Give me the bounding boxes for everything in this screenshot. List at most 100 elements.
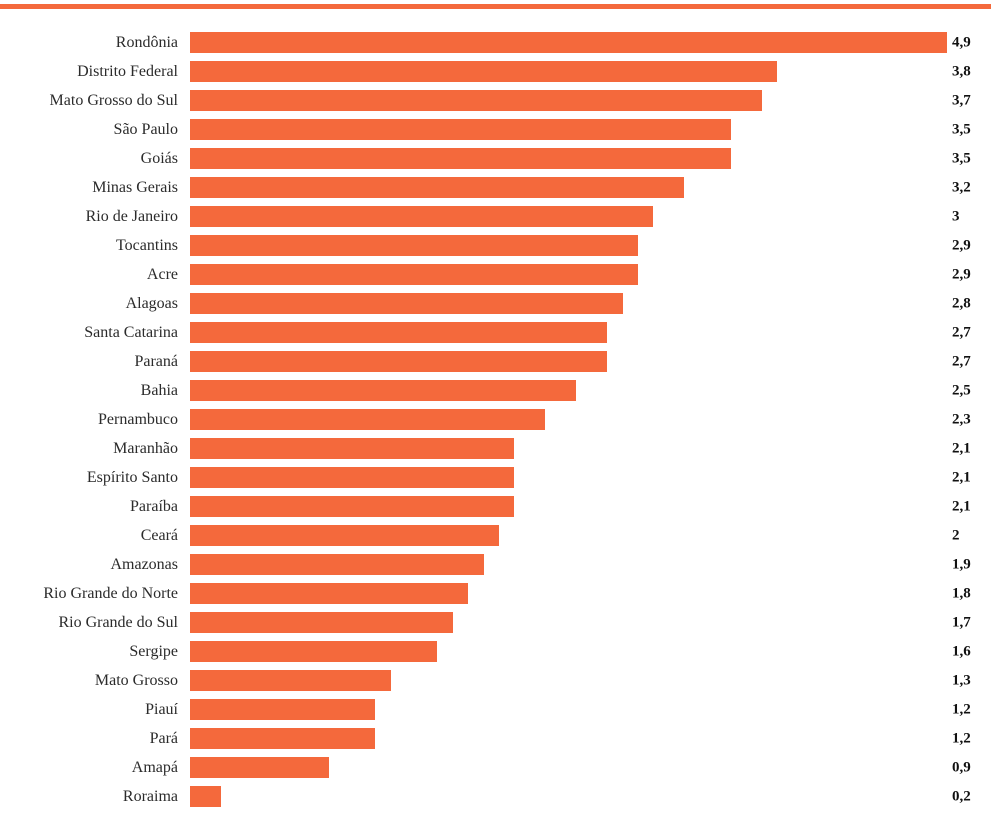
bar: 1,8 (190, 583, 971, 604)
category-label: Rio Grande do Norte (43, 584, 178, 602)
bar: 3,7 (190, 90, 971, 111)
category-label: Sergipe (129, 642, 178, 660)
value-label: 2,5 (952, 382, 971, 398)
value-label: 3,5 (952, 121, 971, 137)
category-label: Espírito Santo (86, 468, 178, 486)
bar-track: 0,9 (190, 757, 971, 778)
bar-track: 1,2 (190, 699, 971, 720)
bar-track: 1,6 (190, 641, 971, 662)
category-label: Roraima (122, 787, 178, 805)
category-label: Ceará (140, 526, 178, 544)
bar-row: Minas Gerais 3,2 (0, 173, 991, 202)
bar-row: Amapá 0,9 (0, 753, 991, 782)
bar-track: 1,7 (190, 612, 971, 633)
value-label: 4,9 (952, 34, 971, 50)
category-label: Mato Grosso do Sul (49, 91, 178, 109)
bar-track: 1,9 (190, 554, 971, 575)
bar-track: 3,5 (190, 119, 971, 140)
bar-track: 1,2 (190, 728, 971, 749)
bar: 1,9 (190, 554, 971, 575)
bar: 0,2 (190, 786, 971, 807)
bar-track: 2,1 (190, 438, 971, 459)
bar-track: 3,2 (190, 177, 971, 198)
bar-track: 3,7 (190, 90, 971, 111)
bar-track: 2,9 (190, 264, 971, 285)
bar: 3,5 (190, 148, 971, 169)
bar-row: Rio Grande do Norte 1,8 (0, 579, 991, 608)
bar: 2,7 (190, 351, 971, 372)
value-label: 3,5 (952, 150, 971, 166)
value-label: 3,8 (952, 63, 971, 79)
bar: 2 (190, 525, 960, 546)
bar: 0,9 (190, 757, 971, 778)
category-label: Minas Gerais (92, 178, 178, 196)
value-label: 1,9 (952, 556, 971, 572)
bar-row: Ceará 2 (0, 521, 991, 550)
bar-row: Amazonas 1,9 (0, 550, 991, 579)
bar-row: Paraná 2,7 (0, 347, 991, 376)
bar-row: Rio Grande do Sul 1,7 (0, 608, 991, 637)
bar-row: Sergipe 1,6 (0, 637, 991, 666)
bar: 3,8 (190, 61, 971, 82)
category-label: Alagoas (125, 294, 178, 312)
bar-track: 2,5 (190, 380, 971, 401)
category-label: Amazonas (110, 555, 178, 573)
category-label: Bahia (140, 381, 178, 399)
bar-row: Rio de Janeiro 3 (0, 202, 991, 231)
category-label: Santa Catarina (84, 323, 178, 341)
category-label: Rio de Janeiro (85, 207, 178, 225)
bar-row: Distrito Federal 3,8 (0, 57, 991, 86)
bar-row: Bahia 2,5 (0, 376, 991, 405)
value-label: 3,7 (952, 92, 971, 108)
bar-row: São Paulo 3,5 (0, 115, 991, 144)
bar-row: Espírito Santo 2,1 (0, 463, 991, 492)
value-label: 0,9 (952, 759, 971, 775)
bar: 2,5 (190, 380, 971, 401)
value-label: 1,6 (952, 643, 971, 659)
category-label: Goiás (140, 149, 178, 167)
category-label: Paraíba (130, 497, 178, 515)
value-label: 2,3 (952, 411, 971, 427)
bar-row: Pernambuco 2,3 (0, 405, 991, 434)
bar-row: Roraima 0,2 (0, 782, 991, 811)
category-label: Piauí (145, 700, 178, 718)
bar: 4,9 (190, 32, 971, 53)
bar-track: 3 (190, 206, 960, 227)
bar-track: 2 (190, 525, 960, 546)
category-label: Pernambuco (98, 410, 178, 428)
bar-track: 1,3 (190, 670, 971, 691)
bar-row: Mato Grosso do Sul 3,7 (0, 86, 991, 115)
bar-row: Pará 1,2 (0, 724, 991, 753)
value-label: 2,7 (952, 324, 971, 340)
bar: 1,6 (190, 641, 971, 662)
bar-row: Acre 2,9 (0, 260, 991, 289)
value-label: 2,1 (952, 498, 971, 514)
value-label: 2,9 (952, 237, 971, 253)
value-label: 1,2 (952, 730, 971, 746)
top-accent-rule (0, 4, 991, 9)
bar: 2,1 (190, 496, 971, 517)
bar-row: Alagoas 2,8 (0, 289, 991, 318)
bar-row: Mato Grosso 1,3 (0, 666, 991, 695)
bar: 1,3 (190, 670, 971, 691)
category-label: Mato Grosso (94, 671, 178, 689)
bar-row: Santa Catarina 2,7 (0, 318, 991, 347)
bar-row: Maranhão 2,1 (0, 434, 991, 463)
bar-track: 1,8 (190, 583, 971, 604)
bar-track: 4,9 (190, 32, 971, 53)
category-label: Maranhão (113, 439, 178, 457)
bar-track: 2,3 (190, 409, 971, 430)
bar-track: 2,7 (190, 351, 971, 372)
bar: 1,2 (190, 728, 971, 749)
value-label: 2,1 (952, 440, 971, 456)
value-label: 2,1 (952, 469, 971, 485)
bar-row: Tocantins 2,9 (0, 231, 991, 260)
category-label: Amapá (131, 758, 178, 776)
bar: 3 (190, 206, 960, 227)
category-label: São Paulo (113, 120, 178, 138)
bar: 3,2 (190, 177, 971, 198)
value-label: 1,3 (952, 672, 971, 688)
bar-row: Paraíba 2,1 (0, 492, 991, 521)
bar-track: 3,8 (190, 61, 971, 82)
